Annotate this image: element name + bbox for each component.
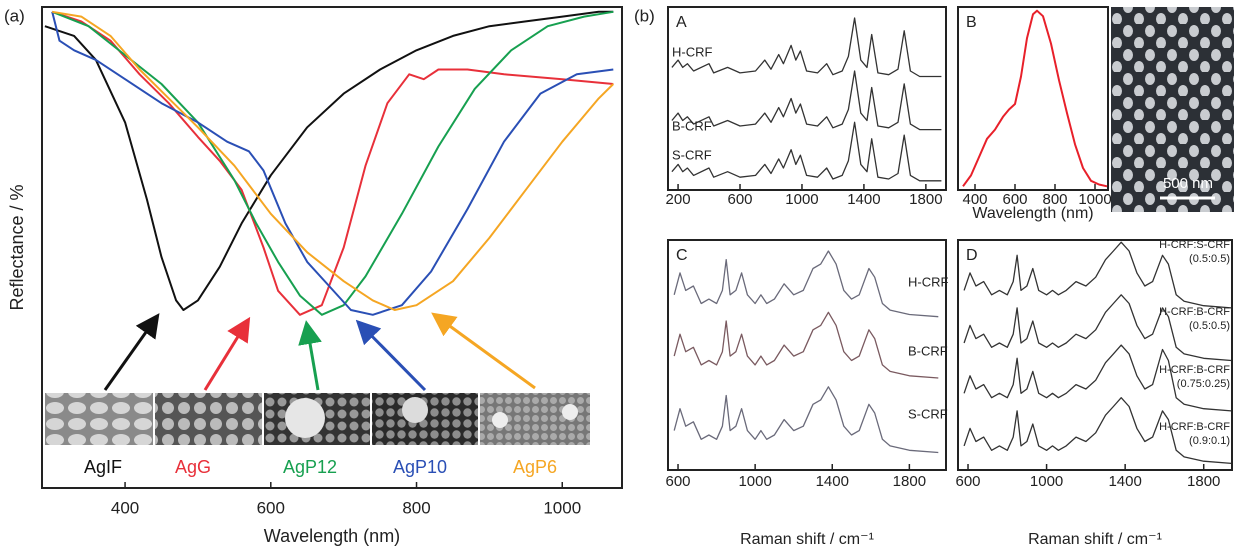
- x-tick-label: 600: [1002, 191, 1027, 208]
- series-line: [673, 311, 939, 379]
- scale-bar-label: 500 nm: [1163, 175, 1213, 192]
- plot-frame: [957, 6, 1109, 191]
- panel-label: (a): [4, 6, 25, 25]
- series-ratio: (0.9:0.1): [1189, 435, 1230, 447]
- x-tick-label: 1000: [785, 191, 818, 208]
- x-axis-title: Wavelength (nm): [972, 205, 1093, 222]
- x-tick-label: 1800: [1187, 473, 1220, 490]
- series-line: [963, 344, 1232, 412]
- series-label: H-CRF: [672, 44, 712, 59]
- x-tick-label: 1000: [1078, 191, 1111, 208]
- series-line: [51, 11, 614, 316]
- series-line: [671, 17, 942, 78]
- series-line: [673, 250, 939, 318]
- x-tick-label: 600: [956, 473, 981, 490]
- series-line: [963, 294, 1232, 362]
- sem-image: [1111, 7, 1234, 212]
- sem-particle: [492, 412, 508, 428]
- x-tick-label: 1000: [543, 498, 581, 517]
- arrow: [431, 312, 536, 390]
- inset-images: [45, 393, 590, 445]
- x-tick-label: 1000: [1030, 473, 1063, 490]
- series-label: AgP10: [393, 457, 447, 477]
- x-tick-label: 1800: [909, 191, 942, 208]
- series-line: [44, 10, 614, 311]
- series-label: S-CRF: [672, 147, 712, 162]
- panel-letter: C: [676, 247, 688, 264]
- series-label: H-CRF:B-CRF: [1159, 364, 1230, 376]
- series-label: AgG: [175, 457, 211, 477]
- series-label: B-CRF: [672, 118, 712, 133]
- x-tick-label: 1400: [1108, 473, 1141, 490]
- arrows: [103, 312, 536, 392]
- x-tick-label: 600: [666, 473, 691, 490]
- x-tick-label: 1800: [893, 473, 926, 490]
- x-tick-label: 800: [402, 498, 430, 517]
- series-line: [671, 70, 942, 131]
- sem-image: [155, 393, 262, 445]
- plot-frame: [667, 6, 947, 191]
- arrow: [298, 320, 322, 391]
- x-axis-title: Wavelength (nm): [264, 526, 400, 546]
- series-line: [673, 386, 939, 454]
- x-axis-title: Raman shift / cm⁻¹: [1028, 531, 1162, 548]
- series-ratio: (0.5:0.5): [1189, 320, 1230, 332]
- series-line: [963, 241, 1232, 309]
- x-tick-label: 600: [728, 191, 753, 208]
- series-label: H-CRF:B-CRF: [1159, 306, 1230, 318]
- sem-particle: [402, 397, 428, 423]
- plot-frame: [667, 239, 947, 471]
- series-ratio: (0.5:0.5): [1189, 253, 1230, 265]
- series-line: [52, 10, 615, 311]
- plot-frame: [41, 6, 623, 489]
- sem-image: [372, 393, 478, 445]
- series-line: [671, 121, 942, 182]
- panel-letter: B: [966, 14, 977, 31]
- x-tick-label: 600: [257, 498, 285, 517]
- x-tick-label: 1400: [816, 473, 849, 490]
- panel-letter: D: [966, 247, 978, 264]
- x-axis-title: Raman shift / cm⁻¹: [740, 531, 874, 548]
- series-line: [51, 10, 614, 316]
- x-tick-label: 1000: [738, 473, 771, 490]
- sem-image: [45, 393, 153, 445]
- series-label: B-CRF: [908, 343, 948, 358]
- panel-label: (b): [634, 6, 655, 25]
- series-label: AgP6: [513, 457, 557, 477]
- series-label: H-CRF:B-CRF: [1159, 421, 1230, 433]
- series-label: AgP12: [283, 457, 337, 477]
- arrow: [103, 313, 160, 391]
- series-label: H-CRF:S-CRF: [1159, 239, 1230, 251]
- series-label: S-CRF: [908, 406, 948, 421]
- x-tick-label: 200: [666, 191, 691, 208]
- series-label: H-CRF: [908, 274, 948, 289]
- series-label: AgIF: [84, 457, 122, 477]
- plot-frame: [957, 239, 1233, 471]
- series-line: [963, 397, 1232, 465]
- y-axis-title: Reflectance / %: [7, 184, 27, 310]
- x-tick-label: 1400: [847, 191, 880, 208]
- panel-letter: A: [676, 14, 687, 31]
- sem-particle: [285, 398, 325, 438]
- series-ratio: (0.75:0.25): [1177, 378, 1230, 390]
- series-line: [51, 10, 614, 316]
- series-line: [962, 9, 1108, 188]
- x-tick-label: 400: [962, 191, 987, 208]
- x-tick-label: 800: [1042, 191, 1067, 208]
- arrow: [203, 316, 251, 391]
- arrow: [355, 319, 427, 392]
- sem-particle: [562, 404, 578, 420]
- x-tick-label: 400: [111, 498, 139, 517]
